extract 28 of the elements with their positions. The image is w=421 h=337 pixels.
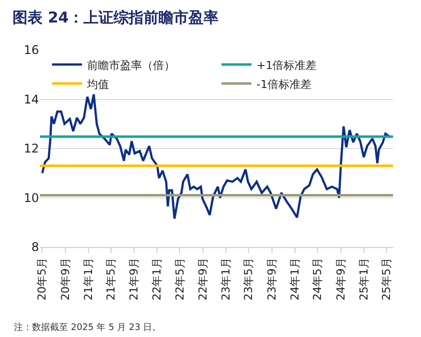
y-tick-label: 10: [24, 190, 39, 205]
legend-label: 均值: [86, 78, 110, 91]
x-tick-label: 25年1月: [357, 257, 370, 300]
chart-title: 图表 24：上证综指前瞻市盈率: [12, 8, 219, 26]
x-tick-label: 23年5月: [242, 257, 256, 300]
x-tick-label: 25年5月: [380, 257, 393, 300]
x-tick-label: 21年9月: [128, 257, 141, 300]
y-tick-label: 12: [24, 142, 39, 156]
text: 注：数据截至 2025 年 5 月 23 日。: [14, 322, 162, 333]
y-tick-label: 14: [24, 92, 39, 106]
legend-label: 前瞻市盈率（倍）: [87, 58, 176, 72]
x-tick-label: 22年1月: [150, 257, 164, 300]
x-tick-label: 22年5月: [173, 257, 186, 300]
x-tick-label: 23年1月: [220, 257, 233, 300]
x-tick-label: 21年5月: [104, 257, 118, 300]
x-tick-label: 23年9月: [265, 257, 278, 300]
x-tick-label: 24年5月: [311, 257, 324, 300]
legend-label: -1倍标准差: [256, 78, 312, 91]
line-series: [41, 93, 392, 220]
y-tick-label: 8: [31, 240, 39, 254]
y-tick-label: 16: [24, 43, 39, 58]
legend-label: +1倍标准差: [256, 58, 317, 72]
x-tick-label: 24年1月: [288, 257, 302, 300]
x-tick-label: 20年5月: [36, 257, 49, 300]
x-tick-label: 24年9月: [334, 257, 348, 300]
x-tick-label: 21年1月: [82, 257, 95, 300]
x-tick-label: 20年9月: [58, 257, 72, 300]
x-tick-label: 22年9月: [196, 257, 210, 300]
